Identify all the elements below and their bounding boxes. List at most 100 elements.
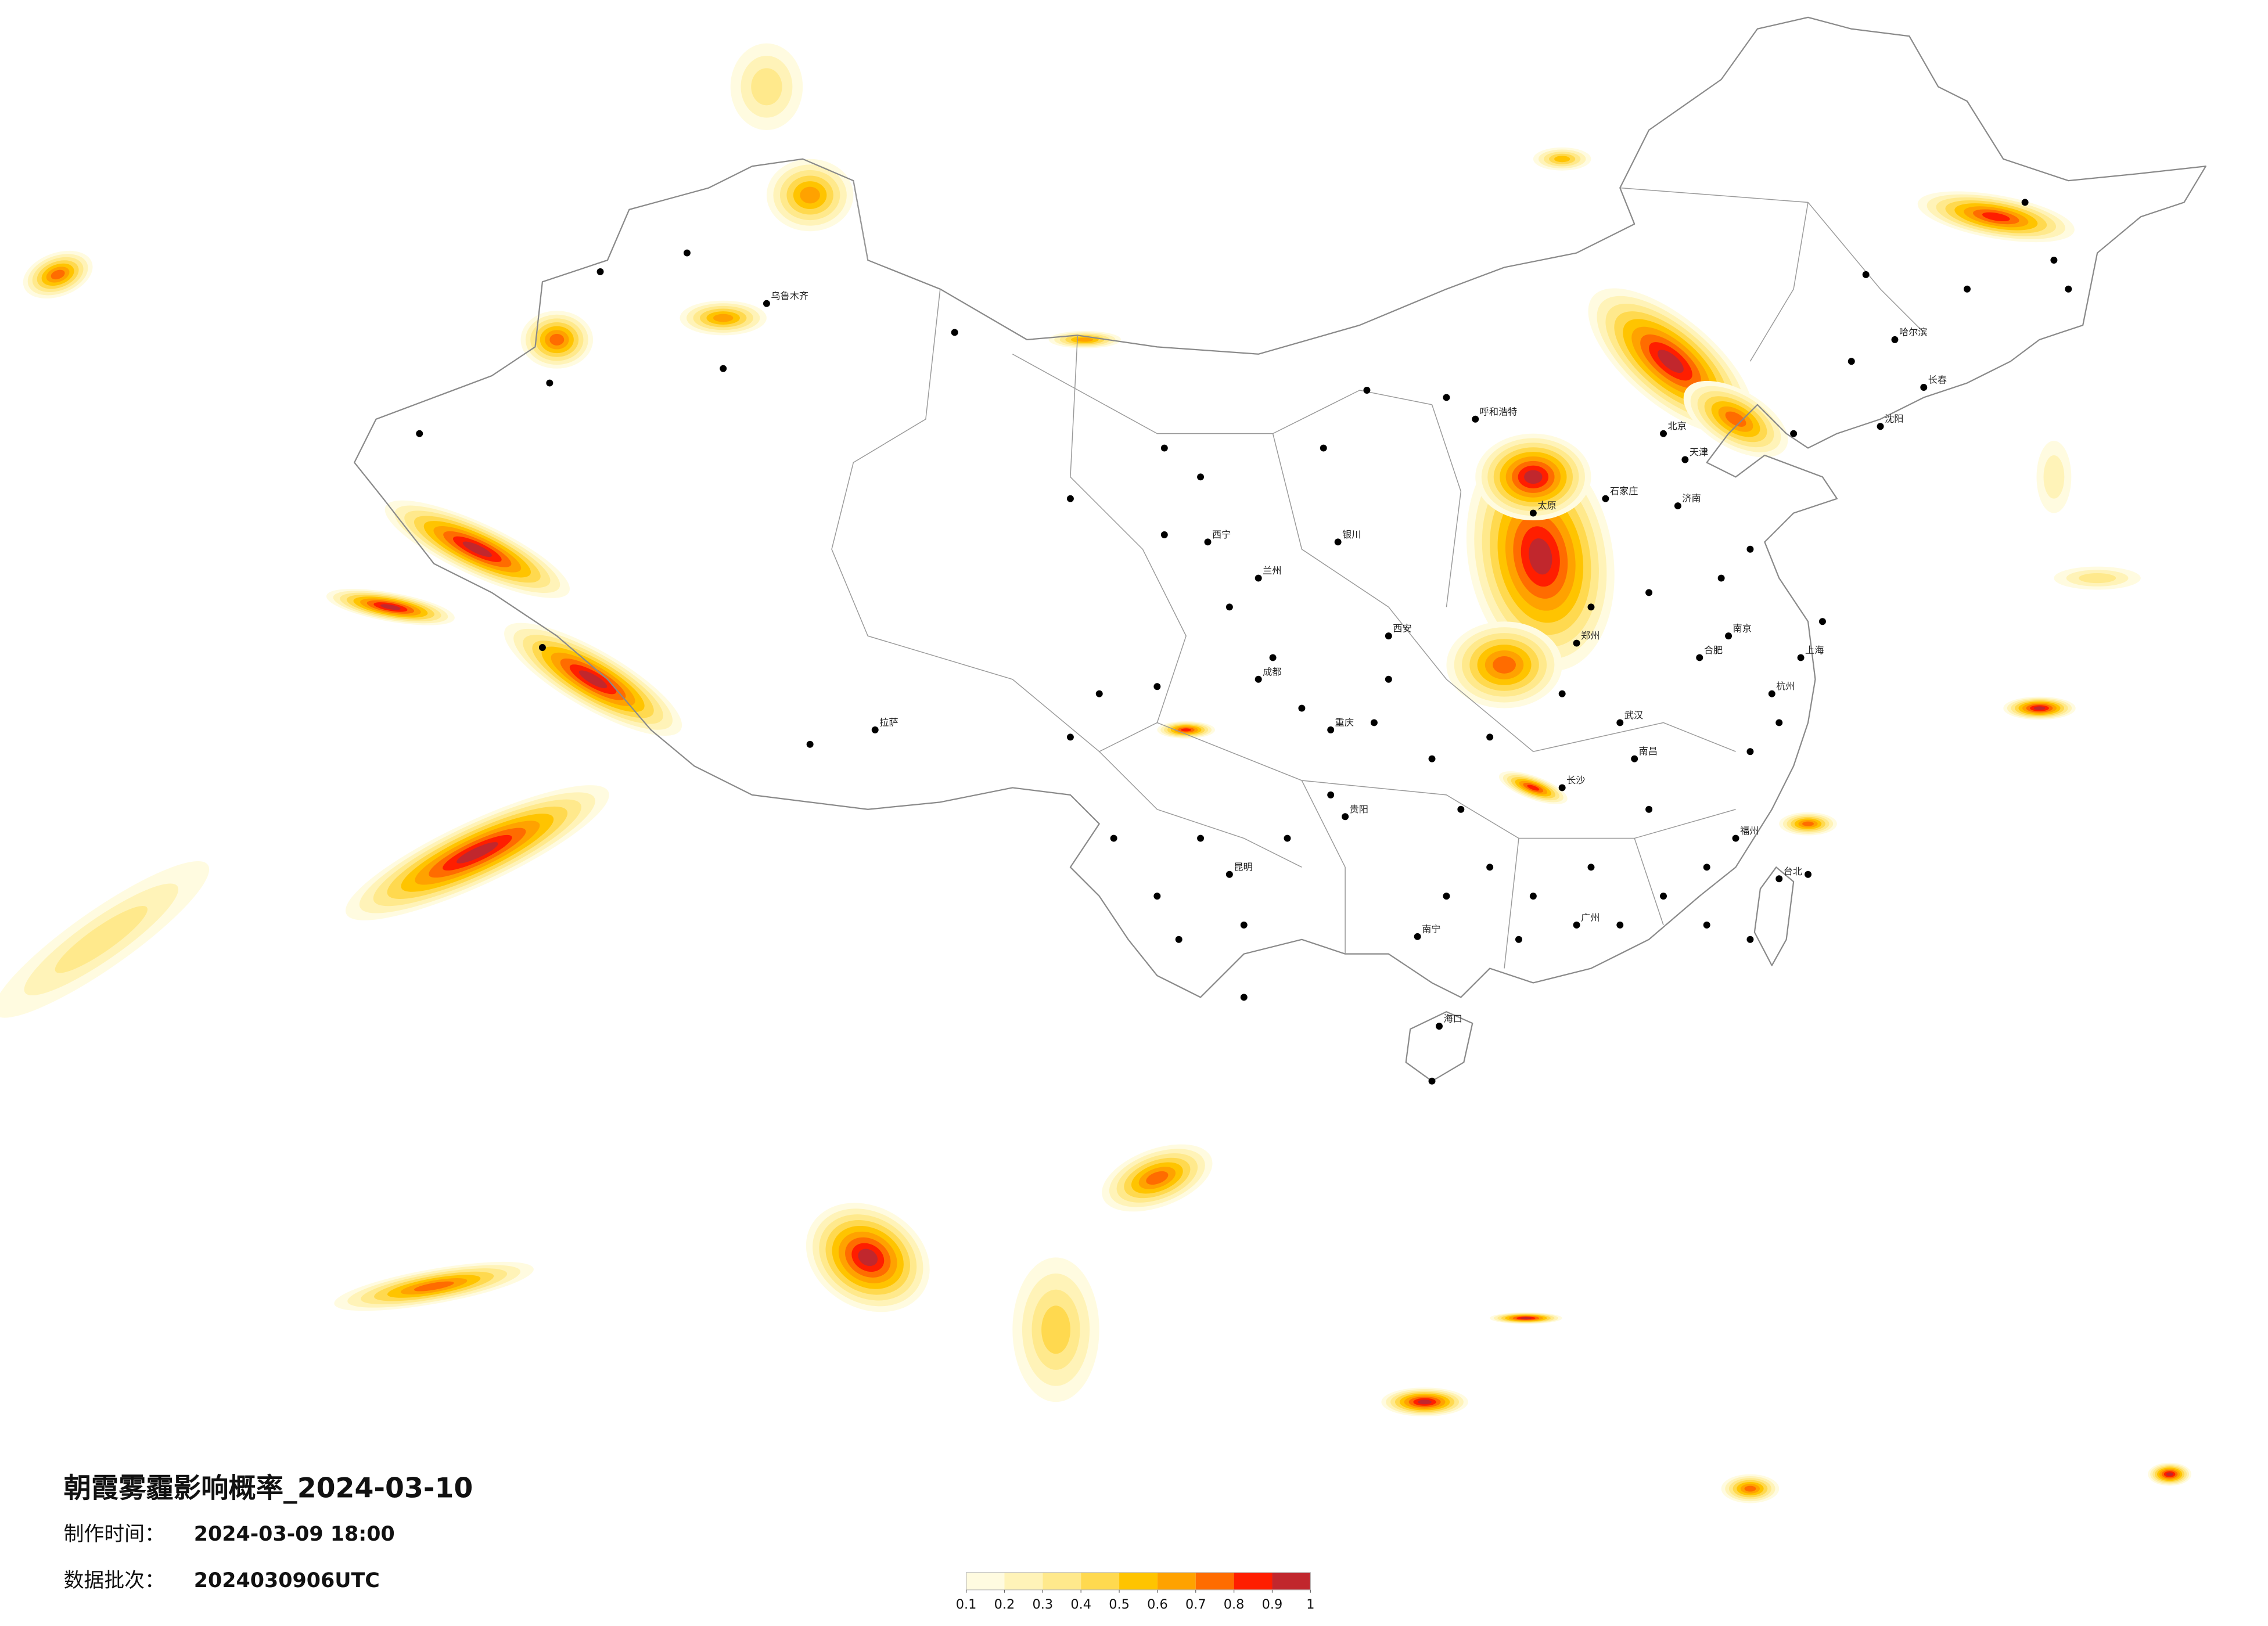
city-dot xyxy=(1797,654,1805,661)
city-dot xyxy=(1645,805,1653,813)
city-dot xyxy=(1558,690,1566,697)
city-dot xyxy=(1746,545,1754,553)
city-dot xyxy=(763,300,770,307)
city-dot xyxy=(1240,994,1248,1001)
city-label: 台北 xyxy=(1784,866,1802,877)
city-dot xyxy=(1746,748,1754,756)
city-label: 乌鲁木齐 xyxy=(771,290,808,301)
city-dot xyxy=(1515,936,1522,943)
city-dot xyxy=(1327,791,1335,798)
city-dot xyxy=(1334,538,1342,546)
city-dot xyxy=(1775,719,1783,726)
city-dot xyxy=(1095,690,1103,697)
haze-patch xyxy=(1658,350,1684,373)
hainan xyxy=(1405,1011,1473,1082)
city-dot xyxy=(1298,704,1306,712)
borders xyxy=(354,16,2207,1082)
haze-patch xyxy=(1744,1485,1756,1492)
city-dot xyxy=(1066,733,1074,741)
city-dot xyxy=(1587,864,1595,871)
colorbar-tick-label: 1 xyxy=(1306,1597,1314,1612)
colorbar-box xyxy=(1043,1572,1081,1590)
city-dot xyxy=(1443,893,1450,900)
city-label: 广州 xyxy=(1581,912,1600,923)
colorbar-tick-label: 0.2 xyxy=(994,1597,1015,1612)
city-dot xyxy=(1573,921,1580,929)
city-label: 南昌 xyxy=(1639,746,1658,757)
haze-patch xyxy=(1181,728,1191,732)
city-dot xyxy=(1225,603,1233,611)
city-dot xyxy=(546,379,553,387)
city-dot xyxy=(1320,444,1327,452)
city-label: 石家庄 xyxy=(1610,485,1638,497)
haze-patch xyxy=(462,541,492,557)
colorbar-tick-label: 0.8 xyxy=(1224,1597,1245,1612)
city-label: 拉萨 xyxy=(879,717,898,728)
city-dot xyxy=(1370,719,1378,726)
city-dot xyxy=(1790,430,1798,437)
city-label: 上海 xyxy=(1805,645,1824,656)
city-label: 哈尔滨 xyxy=(1899,326,1928,337)
city-dot xyxy=(1703,921,1710,929)
city-dot xyxy=(1674,502,1681,510)
city-label: 昆明 xyxy=(1234,861,1252,872)
city-label: 南宁 xyxy=(1422,923,1440,934)
city-dot xyxy=(1696,654,1703,661)
city-dot xyxy=(1920,384,1928,391)
city-dot xyxy=(1160,444,1168,452)
taiwan xyxy=(1753,866,1795,966)
city-dot xyxy=(1616,921,1624,929)
city-dot xyxy=(1891,336,1899,343)
city-dot xyxy=(1436,1023,1443,1030)
haze-patch xyxy=(1554,156,1570,163)
city-dot xyxy=(1428,755,1436,762)
city-dot xyxy=(1153,893,1161,900)
haze-patch xyxy=(858,1249,878,1267)
city-dot xyxy=(1877,423,1884,430)
country-border xyxy=(354,16,2207,998)
haze-patch xyxy=(1520,1317,1532,1319)
city-dot xyxy=(1160,531,1168,538)
city-dot xyxy=(1363,387,1371,394)
city-dot xyxy=(871,726,879,733)
haze-patch xyxy=(1524,470,1543,484)
haze-patch xyxy=(1529,538,1552,575)
city-dot xyxy=(1660,430,1667,437)
colorbar-tick-label: 0.7 xyxy=(1185,1597,1206,1612)
city-dot xyxy=(1775,875,1783,883)
colorbar: 0.1 0.2 0.3 0.4 0.5 0.6 0.7 0.8 0.9 1 xyxy=(956,1572,1314,1612)
city-dot xyxy=(1284,834,1291,842)
city-dot xyxy=(1529,893,1537,900)
city-dot xyxy=(1255,574,1262,582)
city-dot xyxy=(1385,632,1392,640)
city-dot xyxy=(1428,1077,1436,1085)
city-label: 北京 xyxy=(1667,420,1686,431)
city-dot xyxy=(683,249,691,257)
city-dot xyxy=(1066,495,1074,502)
city-dot xyxy=(1197,834,1205,842)
city-label: 长春 xyxy=(1928,375,1947,386)
city-dot xyxy=(1725,632,1733,640)
city-label: 呼和浩特 xyxy=(1480,406,1518,417)
haze-patch xyxy=(549,333,565,346)
city-dot xyxy=(1342,813,1349,821)
haze-patch xyxy=(2166,1472,2173,1476)
colorbar-tick-label: 0.9 xyxy=(1262,1597,1283,1612)
colorbar-box xyxy=(1081,1572,1120,1590)
city-dot xyxy=(1768,690,1775,697)
haze-patch xyxy=(2079,573,2116,584)
haze-patch xyxy=(1493,656,1516,674)
haze-patch xyxy=(751,68,782,106)
city-dot xyxy=(2021,199,2029,206)
colorbar-tick-label: 0.4 xyxy=(1070,1597,1091,1612)
city-label: 合肥 xyxy=(1704,645,1723,656)
city-dot xyxy=(1631,755,1638,762)
haze-patch xyxy=(380,604,401,610)
haze-layer xyxy=(0,43,2192,1503)
city-dot xyxy=(1558,784,1566,792)
colorbar-box xyxy=(1195,1572,1234,1590)
city-label: 重庆 xyxy=(1335,717,1354,728)
batch-label: 数据批次： xyxy=(64,1569,165,1592)
